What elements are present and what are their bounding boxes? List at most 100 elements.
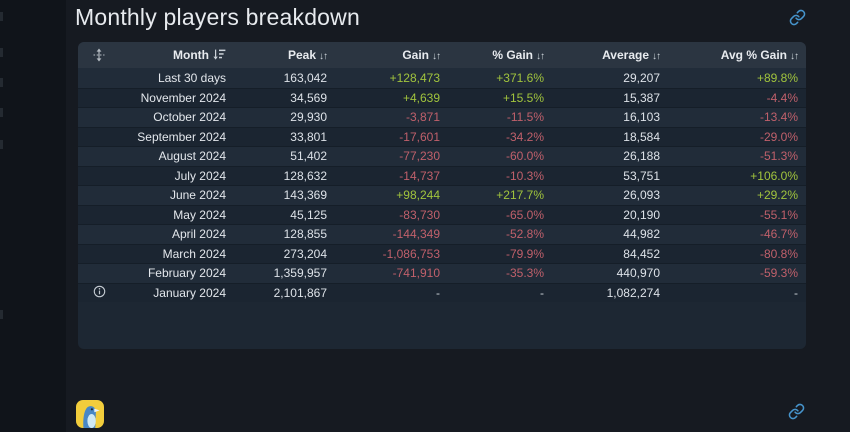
cell-gain: +98,244: [396, 188, 440, 203]
cell-peak: 45,125: [290, 207, 327, 222]
blue-dodo-game-icon[interactable]: [75, 399, 105, 429]
header-pct-gain-label: % Gain: [492, 48, 533, 62]
cell-gain: -3,871: [405, 110, 440, 125]
table-row: January 2024 2,101,867 - - 1,082,274 -: [78, 282, 806, 302]
cell-gain: -1,086,753: [382, 246, 440, 261]
cell-peak: 29,930: [290, 110, 327, 125]
cell-gain: -83,730: [399, 207, 440, 222]
cell-gain: +128,473: [389, 70, 440, 85]
table-row: September 2024 33,801 -17,601 -34.2% 18,…: [78, 126, 806, 146]
cell-peak: 33,801: [290, 129, 327, 144]
cell-month: Last 30 days: [157, 70, 226, 85]
header-average-label: Average: [602, 48, 649, 62]
cell-avg-pct-gain: +106.0%: [750, 168, 798, 183]
cell-avg-pct-gain: -4.4%: [766, 90, 798, 105]
table-row: Last 30 days 163,042 +128,473 +371.6% 29…: [78, 68, 806, 88]
cell-average: 26,093: [623, 188, 660, 203]
cell-month: May 2024: [173, 207, 226, 222]
cell-pct-gain: -10.3%: [505, 168, 544, 183]
cell-average: 44,982: [623, 227, 660, 242]
permalink-icon[interactable]: [789, 9, 806, 26]
left-edge-strip: [0, 0, 66, 432]
cell-pct-gain: -79.9%: [505, 246, 544, 261]
cell-month: April 2024: [171, 227, 226, 242]
cell-pct-gain: -35.3%: [505, 266, 544, 281]
table-row: March 2024 273,204 -1,086,753 -79.9% 84,…: [78, 243, 806, 263]
cell-avg-pct-gain: -: [794, 285, 798, 300]
sort-arrows-icon: ↓↑: [319, 51, 328, 62]
table-rows: Last 30 days 163,042 +128,473 +371.6% 29…: [78, 68, 806, 302]
cell-avg-pct-gain: -46.7%: [759, 227, 798, 242]
cell-avg-pct-gain: +29.2%: [756, 188, 798, 203]
cell-average: 18,584: [623, 129, 660, 144]
sort-descending-icon: [213, 49, 226, 60]
cell-average: 440,970: [616, 266, 660, 281]
cell-peak: 128,632: [283, 168, 327, 183]
header-month[interactable]: Month: [120, 48, 226, 62]
table-row: October 2024 29,930 -3,871 -11.5% 16,103…: [78, 107, 806, 127]
move-handle-icon: [93, 48, 105, 62]
cell-avg-pct-gain: -59.3%: [759, 266, 798, 281]
cell-average: 29,207: [623, 70, 660, 85]
cell-average: 84,452: [623, 246, 660, 261]
cell-pct-gain: +15.5%: [502, 90, 544, 105]
cell-average: 26,188: [623, 149, 660, 164]
monthly-players-table: Month Peak ↓↑ Gain ↓↑ % Gain ↓↑ Average ↓↑: [78, 42, 806, 349]
cell-peak: 163,042: [283, 70, 327, 85]
cell-avg-pct-gain: -29.0%: [759, 129, 798, 144]
edge-artifact: [0, 310, 3, 319]
cell-pct-gain: -65.0%: [505, 207, 544, 222]
cell-gain: -: [436, 285, 440, 300]
cell-pct-gain: +217.7%: [496, 188, 544, 203]
cell-month: October 2024: [153, 110, 226, 125]
cell-peak: 128,855: [283, 227, 327, 242]
edge-artifact: [0, 78, 3, 87]
cell-gain: +4,639: [402, 90, 440, 105]
table-row: August 2024 51,402 -77,230 -60.0% 26,188…: [78, 146, 806, 166]
edge-artifact: [0, 108, 3, 117]
header-average[interactable]: Average ↓↑: [544, 48, 661, 62]
cell-pct-gain: -11.5%: [506, 110, 544, 125]
sort-arrows-icon: ↓↑: [652, 51, 661, 62]
info-icon[interactable]: [78, 285, 120, 298]
table-row: April 2024 128,855 -144,349 -52.8% 44,98…: [78, 224, 806, 244]
cell-peak: 273,204: [283, 246, 327, 261]
sort-arrows-icon: ↓↑: [432, 51, 441, 62]
cell-month: March 2024: [162, 246, 226, 261]
cell-peak: 51,402: [290, 149, 327, 164]
cell-avg-pct-gain: -80.8%: [759, 246, 798, 261]
header-avg-pct-gain[interactable]: Avg % Gain ↓↑: [660, 48, 806, 62]
cell-average: 20,190: [623, 207, 660, 222]
table-row: February 2024 1,359,957 -741,910 -35.3% …: [78, 263, 806, 283]
cell-month: September 2024: [137, 129, 226, 144]
cell-peak: 2,101,867: [273, 285, 327, 300]
edge-artifact: [0, 12, 3, 21]
permalink-icon[interactable]: [788, 403, 805, 420]
cell-avg-pct-gain: -51.3%: [759, 149, 798, 164]
cell-avg-pct-gain: -13.4%: [759, 110, 798, 125]
table-row: November 2024 34,569 +4,639 +15.5% 15,38…: [78, 87, 806, 107]
header-gain[interactable]: Gain ↓↑: [327, 48, 441, 62]
cell-month: November 2024: [140, 90, 226, 105]
table-row: July 2024 128,632 -14,737 -10.3% 53,751 …: [78, 165, 806, 185]
table-row: May 2024 45,125 -83,730 -65.0% 20,190 -5…: [78, 204, 806, 224]
cell-month: February 2024: [147, 266, 226, 281]
cell-average: 16,103: [623, 110, 660, 125]
header-pct-gain[interactable]: % Gain ↓↑: [440, 48, 545, 62]
sort-arrows-icon: ↓↑: [536, 51, 545, 62]
cell-avg-pct-gain: +89.8%: [756, 70, 798, 85]
header-peak[interactable]: Peak ↓↑: [226, 48, 328, 62]
cell-month: June 2024: [169, 188, 226, 203]
cell-peak: 143,369: [283, 188, 327, 203]
cell-pct-gain: -60.0%: [505, 149, 544, 164]
cell-pct-gain: -: [540, 285, 544, 300]
cell-average: 1,082,274: [606, 285, 660, 300]
cell-average: 15,387: [623, 90, 660, 105]
cell-pct-gain: -34.2%: [505, 129, 544, 144]
cell-pct-gain: +371.6%: [496, 70, 544, 85]
cell-avg-pct-gain: -55.1%: [759, 207, 798, 222]
cell-peak: 1,359,957: [273, 266, 327, 281]
cell-pct-gain: -52.8%: [505, 227, 544, 242]
column-drag-handle[interactable]: [78, 48, 120, 63]
